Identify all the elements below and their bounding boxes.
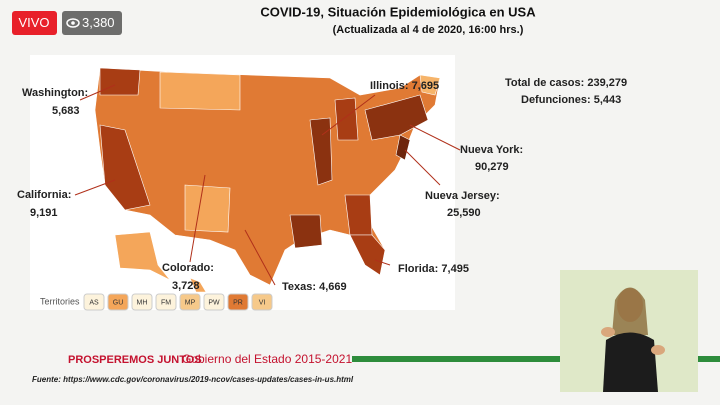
state-value: 7,495 bbox=[441, 263, 469, 275]
body bbox=[603, 332, 658, 392]
state-name: Nueva Jersey: bbox=[425, 190, 500, 202]
totals-deaths: Defunciones: 5,443 bbox=[521, 94, 621, 106]
state-label: Texas: 4,669 bbox=[282, 281, 347, 293]
leader bbox=[244, 229, 276, 286]
state-value: 4,669 bbox=[319, 281, 347, 293]
territories: AS GU MH FM MP PW PR VI bbox=[83, 293, 273, 311]
eye-pupil bbox=[71, 21, 75, 25]
leader bbox=[409, 124, 461, 151]
hand bbox=[651, 345, 665, 355]
hand bbox=[601, 327, 615, 337]
new-jersey bbox=[395, 134, 411, 161]
live-text: VIVO bbox=[18, 15, 49, 30]
deaths-label: Defunciones: bbox=[521, 94, 591, 106]
territory-box bbox=[203, 293, 225, 311]
territory-code: VI bbox=[259, 299, 266, 306]
maine bbox=[419, 74, 441, 96]
leader bbox=[321, 94, 376, 136]
washington bbox=[99, 67, 141, 96]
state-name: California: bbox=[17, 189, 71, 201]
usa-map bbox=[94, 67, 441, 293]
territory-box bbox=[179, 293, 201, 311]
north-plains bbox=[159, 71, 241, 111]
michigan bbox=[334, 97, 359, 141]
territory-code: AS bbox=[89, 299, 99, 306]
state-value: 90,279 bbox=[475, 161, 509, 173]
territory-box bbox=[131, 293, 153, 311]
georgia bbox=[344, 194, 373, 236]
eye-icon bbox=[66, 18, 80, 28]
leader-lines bbox=[74, 84, 461, 286]
deaths-value: 5,443 bbox=[594, 94, 622, 106]
state-name: Florida: bbox=[398, 263, 438, 275]
territories-label: Territories bbox=[40, 296, 80, 306]
leader bbox=[404, 149, 441, 186]
subtitle: (Actualizada al 4 de 2020, 16:00 hrs.) bbox=[333, 24, 524, 36]
new-mexico bbox=[184, 184, 231, 233]
source: Fuente: https://www.cdc.gov/coronavirus/… bbox=[32, 375, 354, 384]
state-name: Texas: bbox=[282, 281, 316, 293]
state-value: 5,683 bbox=[52, 105, 80, 117]
state-name: Washington: bbox=[22, 87, 88, 99]
views-badge bbox=[62, 11, 122, 35]
state-name: Illinois: bbox=[370, 80, 409, 92]
territory-code: MH bbox=[137, 299, 148, 306]
totals-cases: Total de casos: 239,279 bbox=[505, 77, 627, 89]
state-label: Illinois: 7,695 bbox=[370, 80, 439, 92]
brand: PROSPEREMOS JUNTOS bbox=[68, 354, 202, 366]
live-badge bbox=[12, 11, 57, 35]
territory-box bbox=[227, 293, 249, 311]
title: COVID-19, Situación Epidemiológica en US… bbox=[260, 4, 536, 19]
leader bbox=[79, 84, 116, 101]
illinois bbox=[309, 117, 333, 186]
views-count: 3,380 bbox=[82, 15, 115, 30]
state-value: 3,728 bbox=[172, 280, 200, 292]
territory-code: PW bbox=[208, 299, 220, 306]
state-value: 25,590 bbox=[447, 207, 481, 219]
cases-value: 239,279 bbox=[587, 77, 627, 89]
hair bbox=[612, 287, 648, 335]
territory-box bbox=[83, 293, 105, 311]
state-label: Florida: 7,495 bbox=[398, 263, 469, 275]
leader bbox=[74, 179, 116, 196]
california bbox=[99, 124, 151, 211]
territory-box bbox=[107, 293, 129, 311]
state-value: 9,191 bbox=[30, 207, 58, 219]
territory-box bbox=[251, 293, 273, 311]
hawaii bbox=[189, 277, 207, 293]
state-name: Nueva York: bbox=[460, 144, 523, 156]
alaska bbox=[114, 231, 171, 281]
green-stripe bbox=[352, 356, 720, 362]
territory-code: MP bbox=[185, 299, 196, 306]
state-value: 7,695 bbox=[412, 80, 440, 92]
territory-box bbox=[155, 293, 177, 311]
louisiana bbox=[289, 214, 323, 249]
territory-code: FM bbox=[161, 299, 171, 306]
territory-code: GU bbox=[113, 299, 124, 306]
state-name: Colorado: bbox=[162, 262, 214, 274]
interpreter-video bbox=[560, 270, 698, 392]
cases-label: Total de casos: bbox=[505, 77, 584, 89]
leader bbox=[374, 259, 391, 266]
government: Gobierno del Estado 2015-2021 bbox=[182, 352, 352, 366]
leader bbox=[189, 174, 206, 263]
territory-code: PR bbox=[233, 299, 243, 306]
